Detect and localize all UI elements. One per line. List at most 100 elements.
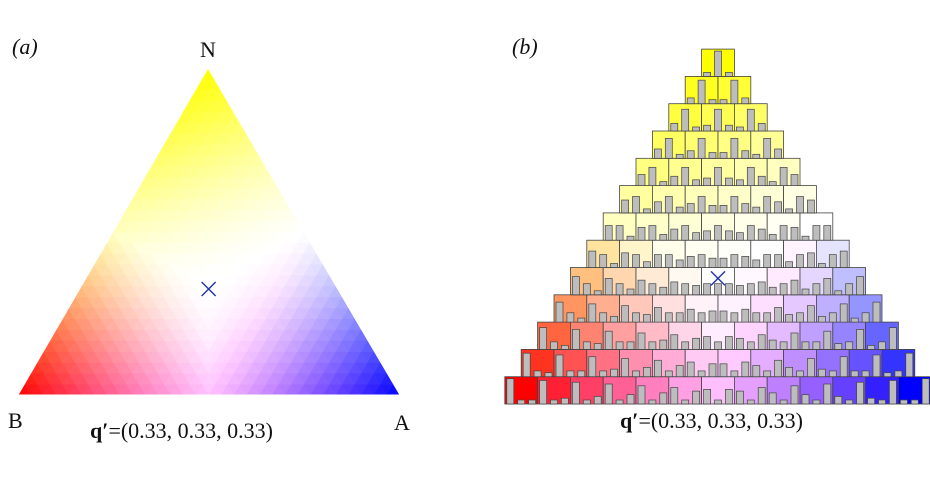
histogram-cell [832,321,866,350]
histogram-cell [881,348,916,378]
histogram-bar [643,314,651,323]
histogram-bar [615,225,624,241]
histogram-bar [856,276,864,296]
histogram-bar [686,203,695,214]
histogram-bar [643,208,651,214]
histogram-bar [714,341,722,350]
histogram-bar [779,167,788,186]
histogram-bar [703,124,711,132]
histogram-cell [799,376,834,405]
histogram-bar [774,359,782,378]
histogram-bar [703,389,711,405]
histogram-bar [582,399,591,405]
histogram-cell [701,321,735,350]
histogram-cell [750,239,784,268]
histogram-bar [741,308,750,323]
histogram-cell [717,239,752,268]
histogram-bar [872,354,881,378]
panel-a-caption: q′=(0.33, 0.33, 0.33) [90,418,273,444]
histogram-bar [725,177,733,186]
histogram-bar [905,352,914,378]
histogram-bar [801,341,810,350]
histogram-bar [681,108,690,132]
histogram-bar [790,385,799,405]
histogram-bar [664,312,673,323]
histogram-bar [637,279,646,296]
histogram-bar [681,225,690,241]
histogram-cell [668,103,702,132]
histogram-bar [506,378,515,405]
panel-b-label: (b) [512,34,538,59]
histogram-bar [736,337,744,350]
histogram-bar [692,126,700,132]
color-field [17,67,401,396]
histogram-bar [763,196,772,214]
histogram-bar [626,341,635,350]
histogram-bar [812,341,821,350]
histogram-bar [719,363,728,378]
histogram-bar [675,365,684,378]
histogram-bar [796,312,804,323]
histogram-bar [752,206,761,214]
histogram-bar [703,177,711,186]
histogram-cell [750,348,784,378]
histogram-bar [752,153,761,159]
histogram-bar [730,254,739,268]
histogram-bar [572,381,580,405]
histogram-bar [839,303,848,323]
histogram-bar [801,235,810,241]
histogram-cell [865,321,899,350]
caption-symbol: q′ [90,418,109,443]
histogram-bar [741,150,750,159]
histogram-bar [861,312,870,323]
histogram-bar [686,150,695,159]
histogram-bar [599,254,608,268]
histogram-bar [637,332,646,350]
histogram-bar [807,199,815,214]
caption-symbol-b: q′ [620,408,639,433]
histogram-bar [757,387,766,405]
histogram-cell [668,212,702,241]
histogram-bar [654,201,662,214]
histogram-cell [734,212,768,241]
histogram-bar [856,381,864,405]
histogram-cell [635,267,670,296]
histogram-bar [867,345,875,350]
triangle-outline [17,67,401,396]
histogram-bar [708,152,717,159]
histogram-cell [848,348,883,378]
histogram-bar [921,378,930,405]
histogram-bar [730,137,739,159]
panel-a-label: (a) [12,34,38,59]
histogram-cell [586,294,620,323]
histogram-bar [714,50,722,77]
histogram-bar [577,370,586,378]
histogram-bar [883,372,892,378]
histogram-bar [692,179,700,186]
histogram-cell [734,267,768,296]
histogram-bar [768,286,777,296]
histogram-bar [790,174,799,186]
histogram-bar [544,372,553,378]
histogram-cell [570,321,604,350]
histogram-cell [602,321,637,350]
histogram-pyramid [504,48,930,405]
histogram-bar [670,281,679,296]
caption-value: =(0.33, 0.33, 0.33) [108,418,273,443]
histogram-cell [766,267,801,296]
histogram-cell [668,376,702,405]
histogram-cell [537,321,571,350]
histogram-bar [654,307,662,323]
histogram-bar [610,263,618,268]
histogram-bar [697,137,706,159]
histogram-bar [785,314,793,323]
histogram-bar [719,152,728,159]
histogram-bar [621,252,629,268]
histogram-bar [839,250,848,268]
histogram-bar [910,399,919,405]
histogram-bar [834,290,843,296]
histogram-bar [763,254,772,268]
histogram-bar [763,312,772,323]
histogram-bar [615,341,624,350]
histogram-cell [750,294,784,323]
